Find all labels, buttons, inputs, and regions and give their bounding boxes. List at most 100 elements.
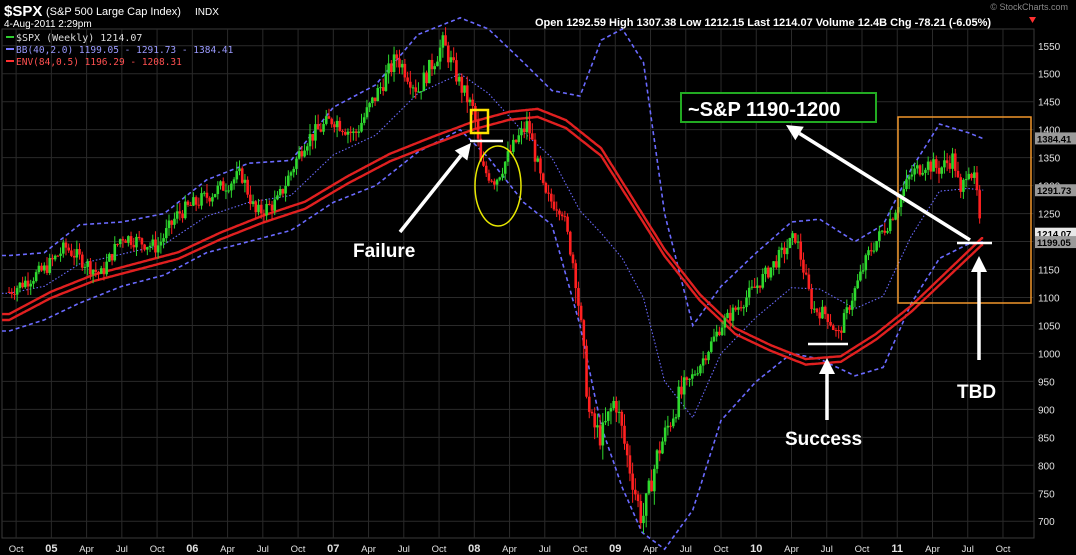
candle-body [365,107,369,118]
candle-body [636,494,640,502]
candle-body [156,245,160,253]
candle-body [503,161,507,174]
candle-body [268,203,271,205]
candle-body [783,247,786,255]
candle-body [143,244,146,250]
x-tick-label: 09 [609,543,621,555]
candle-body [568,231,572,255]
candle-body [593,413,596,428]
candle-body [124,240,127,243]
candle-body [200,193,203,206]
axis-tag-value: 1384.41 [1037,134,1072,145]
candle-body [883,230,887,233]
candle-body [34,272,38,282]
candle-body [853,288,857,301]
candle-body [490,180,493,182]
low-value: 1212.15 [704,17,744,29]
candle-body [479,138,483,162]
candle-body [110,254,114,261]
price-candles [7,27,981,534]
watermark: © StockCharts.com [990,2,1068,12]
x-tick-label: Apr [925,544,940,555]
candle-body [878,231,881,241]
candle-body [56,255,60,257]
candle-body [433,66,437,70]
candle-body [227,190,230,192]
candle-body [373,97,377,102]
candle-body [929,161,933,172]
candle-body [430,59,434,70]
candle-body [61,242,65,254]
candle-body [48,258,52,273]
failure-marker-box [469,108,490,135]
candle-body [945,160,949,164]
candle-body [465,85,469,103]
candle-body [360,122,363,132]
candle-body [94,269,98,272]
candle-body [449,57,453,63]
candle-body [395,54,399,59]
candle-body [506,151,510,162]
x-tick-label: Oct [573,544,588,555]
candle-body [967,173,971,180]
candle-body [823,306,827,315]
candle-body [24,280,27,288]
candle-body [216,185,220,195]
candle-body [525,121,529,133]
candle-body [913,168,916,175]
x-tick-label: Apr [784,544,799,555]
plot-frame [1,28,1035,539]
candle-body [818,312,822,319]
candle-body [831,325,835,331]
candle-body [639,501,643,524]
candle-body [42,265,46,271]
success-arrow [819,358,835,420]
candle-body [452,57,455,61]
candle-body [712,336,716,342]
candle-body [251,201,255,205]
candle-body [436,61,439,67]
candle-body [108,254,111,262]
x-tick-label: Jul [116,544,128,555]
candle-body [303,150,306,157]
candle-body [471,99,474,107]
candle-body [804,272,808,275]
candle-body [547,192,550,194]
candle-body [520,128,523,136]
candle-body [644,493,648,516]
candle-body [734,307,737,310]
candle-body [498,177,502,180]
candle-body [926,161,930,170]
candle-body [116,243,119,245]
candle-body [83,266,87,268]
candle-body [766,267,770,278]
candle-body [381,87,385,91]
candle-body [468,99,472,103]
candle-body [254,201,258,213]
x-tick-label: Jul [821,544,833,555]
candle-body [962,179,965,192]
candle-body [316,124,320,130]
candle-body [924,169,927,173]
candle-body [132,244,136,248]
candle-body [257,204,260,213]
candle-body [701,358,705,366]
candle-body [387,63,390,74]
candle-body [661,441,664,454]
candle-body [761,274,765,288]
candle-body [907,176,911,180]
candle-body [51,258,54,260]
y-tick-label: 750 [1038,489,1055,500]
candle-body [276,195,279,200]
chg-down-icon [1029,17,1036,23]
candle-body [289,172,293,176]
candle-body [78,249,81,255]
candle-body [97,271,100,274]
candle-body [948,163,952,169]
candle-body [495,179,499,185]
tbd-arrow-head [971,256,987,272]
candle-body [916,165,919,169]
candle-body [528,121,531,134]
candle-body [940,167,944,174]
